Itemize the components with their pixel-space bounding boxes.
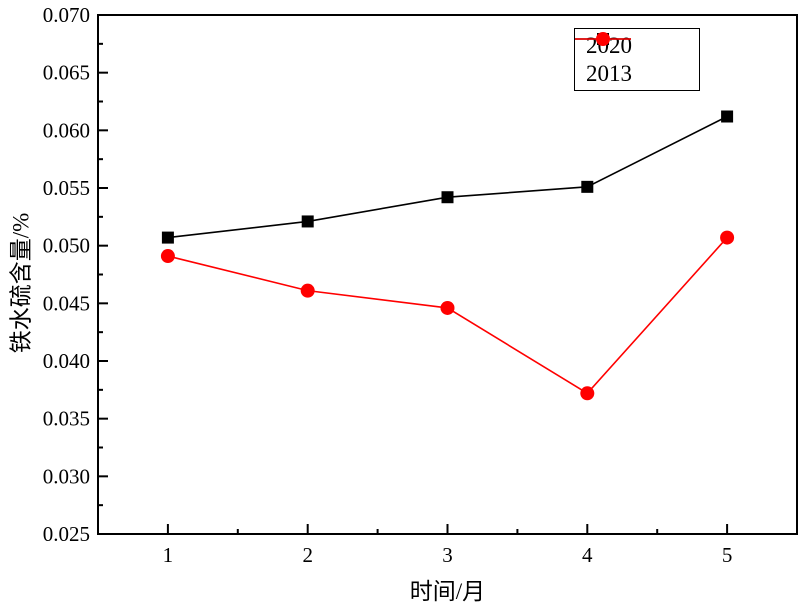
marker-2013-2 — [300, 283, 315, 298]
y-tick-label: 0.035 — [43, 407, 90, 431]
x-tick-label: 4 — [582, 543, 593, 567]
y-tick-label: 0.045 — [43, 291, 90, 315]
x-tick-label: 5 — [722, 543, 733, 567]
marker-2020-5 — [721, 110, 734, 123]
legend-marker-circle-icon — [575, 32, 631, 46]
y-tick-label: 0.070 — [43, 3, 90, 27]
y-tick-label: 0.065 — [43, 61, 90, 85]
legend-label: 2013 — [586, 61, 632, 86]
y-axis-title: 铁水硫含量/% — [8, 212, 34, 354]
marker-2013-1 — [160, 249, 175, 264]
marker-2020-1 — [161, 231, 174, 244]
y-tick-label: 0.025 — [43, 522, 90, 546]
marker-2020-2 — [301, 215, 314, 228]
series-line-2013 — [167, 237, 728, 395]
marker-2013-5 — [720, 230, 735, 245]
legend-item-2013: 2013 — [575, 32, 699, 86]
y-tick-label: 0.030 — [43, 464, 90, 488]
marker-2013-4 — [580, 386, 595, 401]
legend: 2020 2013 — [574, 28, 700, 91]
marker-2020-3 — [441, 191, 454, 204]
y-tick-label: 0.050 — [43, 234, 90, 258]
x-tick-label: 1 — [163, 543, 174, 567]
marker-2020-4 — [581, 180, 594, 193]
y-tick-label: 0.055 — [43, 176, 90, 200]
series-line-2020 — [167, 115, 728, 239]
y-tick-label: 0.060 — [43, 118, 90, 142]
plot-frame — [97, 14, 798, 535]
x-axis-title: 时间/月 — [409, 579, 486, 604]
x-tick-label: 3 — [442, 543, 453, 567]
y-tick-label: 0.040 — [43, 349, 90, 373]
x-tick-label: 2 — [302, 543, 313, 567]
marker-2013-3 — [440, 300, 455, 315]
